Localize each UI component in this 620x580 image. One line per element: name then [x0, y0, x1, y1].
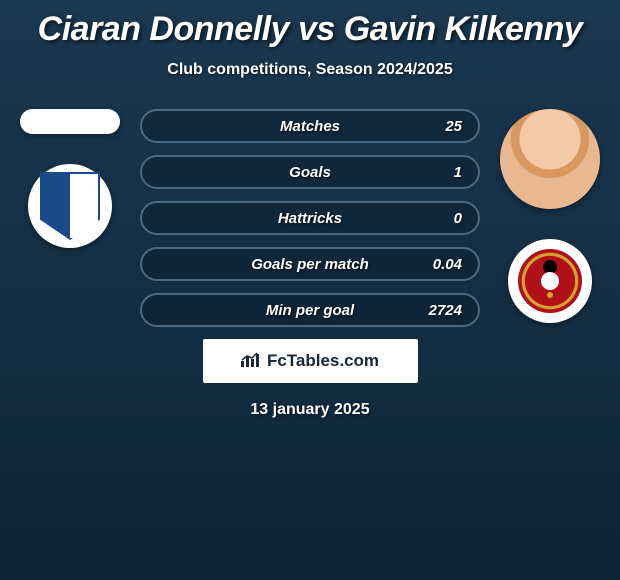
- stat-row-matches: Matches 25: [140, 109, 480, 143]
- club-badge-right: [508, 239, 592, 323]
- player-photo-left: [20, 109, 120, 134]
- crest-icon: [518, 249, 582, 313]
- stat-value-right: 2724: [429, 302, 462, 319]
- stat-value-right: 25: [445, 118, 462, 135]
- right-column: [490, 109, 610, 323]
- page-title: Ciaran Donnelly vs Gavin Kilkenny: [0, 0, 620, 49]
- stat-value-right: 1: [454, 164, 462, 181]
- club-badge-left: [28, 164, 112, 248]
- stat-label: Goals per match: [251, 256, 369, 273]
- left-column: [10, 109, 130, 248]
- stat-row-gpm: Goals per match 0.04: [140, 247, 480, 281]
- brand-box[interactable]: FcTables.com: [203, 339, 418, 383]
- chart-icon: [241, 351, 261, 372]
- player-photo-right: [500, 109, 600, 209]
- stat-label: Min per goal: [266, 302, 354, 319]
- stat-row-hattricks: Hattricks 0: [140, 201, 480, 235]
- stats-list: Matches 25 Goals 1 Hattricks 0 Goals per…: [140, 109, 480, 327]
- date-text: 13 january 2025: [0, 401, 620, 419]
- stat-value-right: 0: [454, 210, 462, 227]
- stat-label: Matches: [280, 118, 340, 135]
- stat-label: Goals: [289, 164, 331, 181]
- stat-value-right: 0.04: [433, 256, 462, 273]
- brand-text: FcTables.com: [267, 351, 379, 371]
- comparison-content: Matches 25 Goals 1 Hattricks 0 Goals per…: [0, 109, 620, 419]
- stat-label: Hattricks: [278, 210, 342, 227]
- stat-row-mpg: Min per goal 2724: [140, 293, 480, 327]
- subtitle: Club competitions, Season 2024/2025: [0, 61, 620, 79]
- stat-row-goals: Goals 1: [140, 155, 480, 189]
- shield-icon: [40, 172, 100, 240]
